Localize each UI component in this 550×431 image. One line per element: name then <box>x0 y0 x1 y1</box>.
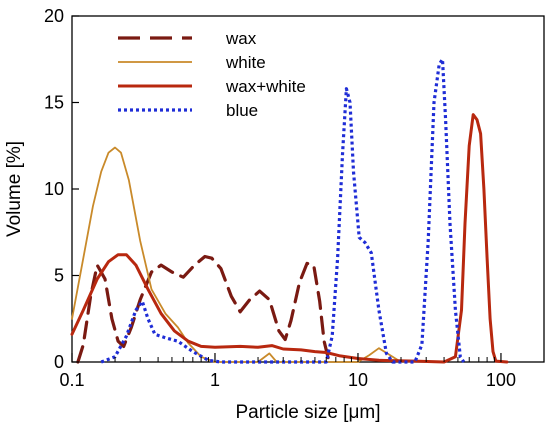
plot-border <box>71 15 545 363</box>
series-layer <box>70 57 509 364</box>
legend-label: blue <box>226 101 258 120</box>
legend-label: wax+white <box>225 77 306 96</box>
plot-area <box>71 15 545 363</box>
y-tick-label: 10 <box>44 179 64 199</box>
x-tick-label: 10 <box>348 370 368 390</box>
x-tick-label: 1 <box>210 370 220 390</box>
x-axis-label: Particle size [μm] <box>235 402 380 423</box>
y-tick-label: 20 <box>44 6 64 26</box>
series-line-wax <box>76 254 334 364</box>
series-line-blue <box>100 57 466 364</box>
y-axis-label: Volume [%] <box>4 141 25 237</box>
legend-label: wax <box>225 29 257 48</box>
y-tick-label: 5 <box>54 266 64 286</box>
x-tick-label: 0.1 <box>59 370 84 390</box>
x-tick-label: 100 <box>486 370 516 390</box>
y-tick-label: 15 <box>44 93 64 113</box>
y-tick-label: 0 <box>54 352 64 372</box>
legend-label: white <box>225 53 266 72</box>
legend: wax white wax+white blue <box>118 29 306 120</box>
series-line-wax-white <box>70 113 509 364</box>
tick-layer: 0.1 1 10 100 0 5 10 15 20 <box>44 6 516 390</box>
